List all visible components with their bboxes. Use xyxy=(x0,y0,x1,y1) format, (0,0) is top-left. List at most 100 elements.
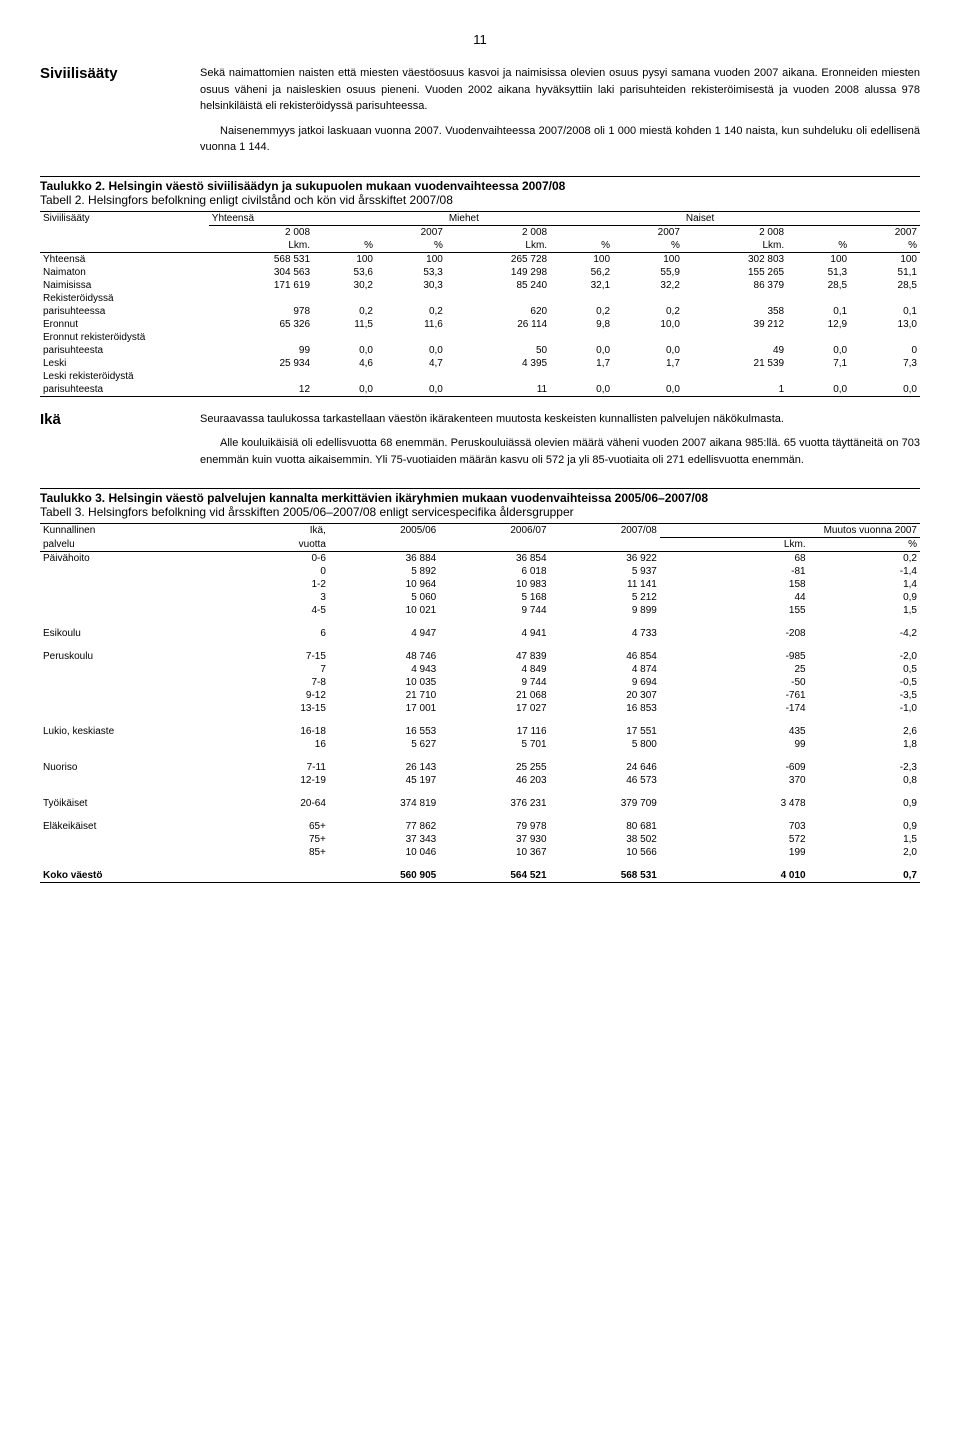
cell: 0,1 xyxy=(850,305,920,318)
t2-grp-yhteensa: Yhteensä xyxy=(209,211,446,225)
age-cell: 16 xyxy=(242,738,329,751)
service-label xyxy=(40,578,242,591)
table-row: Naimaton304 56353,653,3149 29856,255,915… xyxy=(40,266,920,279)
cell: 0,9 xyxy=(809,797,920,810)
cell: 0,5 xyxy=(809,663,920,676)
table-row: parisuhteesta120,00,0110,00,010,00,0 xyxy=(40,383,920,397)
cell: 5 800 xyxy=(550,738,660,751)
cell: 53,6 xyxy=(313,266,376,279)
cell: 26 114 xyxy=(446,318,550,331)
t2-h-pct1: % xyxy=(313,239,376,253)
heading-ika: Ikä xyxy=(40,411,200,428)
cell: 77 862 xyxy=(329,820,439,833)
cell: 21 710 xyxy=(329,689,439,702)
age-cell: 85+ xyxy=(242,846,329,859)
cell: -1,4 xyxy=(809,565,920,578)
service-label xyxy=(40,663,242,676)
cell: -208 xyxy=(660,627,809,640)
table-row: Yhteensä568 531100100265 728100100302 80… xyxy=(40,252,920,266)
cell: 1,5 xyxy=(809,833,920,846)
cell: 0,1 xyxy=(787,305,850,318)
t3-c0708: 2007/08 xyxy=(550,524,660,538)
service-label xyxy=(40,676,242,689)
cell: 28,5 xyxy=(850,279,920,292)
cell: 4 010 xyxy=(660,869,809,883)
cell: 158 xyxy=(660,578,809,591)
age-cell: 75+ xyxy=(242,833,329,846)
cell: 4 941 xyxy=(439,627,549,640)
t2-h-pct2: % xyxy=(376,239,446,253)
row-label: Eronnut rekisteröidystä xyxy=(40,331,920,344)
cell: 0,0 xyxy=(787,344,850,357)
t2-h-lkm1: Lkm. xyxy=(209,239,313,253)
cell: 21 539 xyxy=(683,357,787,370)
cell: 37 930 xyxy=(439,833,549,846)
row-label: Eronnut xyxy=(40,318,209,331)
table-row: Lukio, keskiaste16-1816 55317 11617 5514… xyxy=(40,725,920,738)
t3-col-vuotta: vuotta xyxy=(242,538,329,552)
cell: 51,1 xyxy=(850,266,920,279)
cell: 12 xyxy=(209,383,313,397)
cell: 0,0 xyxy=(313,344,376,357)
t2-h-lkm3: Lkm. xyxy=(683,239,787,253)
cell: 46 854 xyxy=(550,650,660,663)
age-cell: 7-8 xyxy=(242,676,329,689)
cell: 4 733 xyxy=(550,627,660,640)
cell: 155 265 xyxy=(683,266,787,279)
service-label: Työikäiset xyxy=(40,797,242,810)
cell: 5 168 xyxy=(439,591,549,604)
cell: 4,7 xyxy=(376,357,446,370)
cell: 39 212 xyxy=(683,318,787,331)
cell: 53,3 xyxy=(376,266,446,279)
age-cell: 16-18 xyxy=(242,725,329,738)
table-row: 9-1221 71021 06820 307-761-3,5 xyxy=(40,689,920,702)
cell: 0,2 xyxy=(613,305,683,318)
cell: 2,6 xyxy=(809,725,920,738)
cell: 30,2 xyxy=(313,279,376,292)
cell: -81 xyxy=(660,565,809,578)
t3-col-kunnallinen: Kunnallinen xyxy=(40,524,242,538)
cell: 48 746 xyxy=(329,650,439,663)
cell: 100 xyxy=(376,252,446,266)
row-label: Rekisteröidyssä xyxy=(40,292,920,305)
cell: 4 874 xyxy=(550,663,660,676)
cell: 10 566 xyxy=(550,846,660,859)
row-label: parisuhteessa xyxy=(40,305,209,318)
cell: 11,6 xyxy=(376,318,446,331)
table2: Siviilisääty Yhteensä Miehet Naiset 2 00… xyxy=(40,211,920,397)
cell: 17 116 xyxy=(439,725,549,738)
cell: 0,2 xyxy=(550,305,613,318)
age-cell: 0 xyxy=(242,565,329,578)
cell: 0,0 xyxy=(613,383,683,397)
t3-col-ika: Ikä, xyxy=(242,524,329,538)
cell: -4,2 xyxy=(809,627,920,640)
cell: 26 143 xyxy=(329,761,439,774)
t3-c0506: 2005/06 xyxy=(329,524,439,538)
row-label: Leski rekisteröidystä xyxy=(40,370,920,383)
row-label: Koko väestö xyxy=(40,869,242,883)
age-cell: 4-5 xyxy=(242,604,329,617)
cell: 32,1 xyxy=(550,279,613,292)
table-row: 74 9434 8494 874250,5 xyxy=(40,663,920,676)
cell: 7,3 xyxy=(850,357,920,370)
cell: 304 563 xyxy=(209,266,313,279)
cell: 5 627 xyxy=(329,738,439,751)
cell: 25 934 xyxy=(209,357,313,370)
table-row: Rekisteröidyssä xyxy=(40,292,920,305)
age-cell: 7-15 xyxy=(242,650,329,663)
table2-title-fi: Taulukko 2. Helsingin väestö siviilisääd… xyxy=(40,176,920,193)
cell: 0,2 xyxy=(313,305,376,318)
t2-grp-naiset: Naiset xyxy=(683,211,920,225)
cell: 4 947 xyxy=(329,627,439,640)
cell: 358 xyxy=(683,305,787,318)
row-label: Naimaton xyxy=(40,266,209,279)
para-s1-1: Sekä naimattomien naisten että miesten v… xyxy=(200,65,920,115)
cell: 9 744 xyxy=(439,676,549,689)
cell: 1,5 xyxy=(809,604,920,617)
cell: 11 141 xyxy=(550,578,660,591)
cell: 51,3 xyxy=(787,266,850,279)
cell: 199 xyxy=(660,846,809,859)
service-label: Lukio, keskiaste xyxy=(40,725,242,738)
cell: 44 xyxy=(660,591,809,604)
cell: 4 395 xyxy=(446,357,550,370)
